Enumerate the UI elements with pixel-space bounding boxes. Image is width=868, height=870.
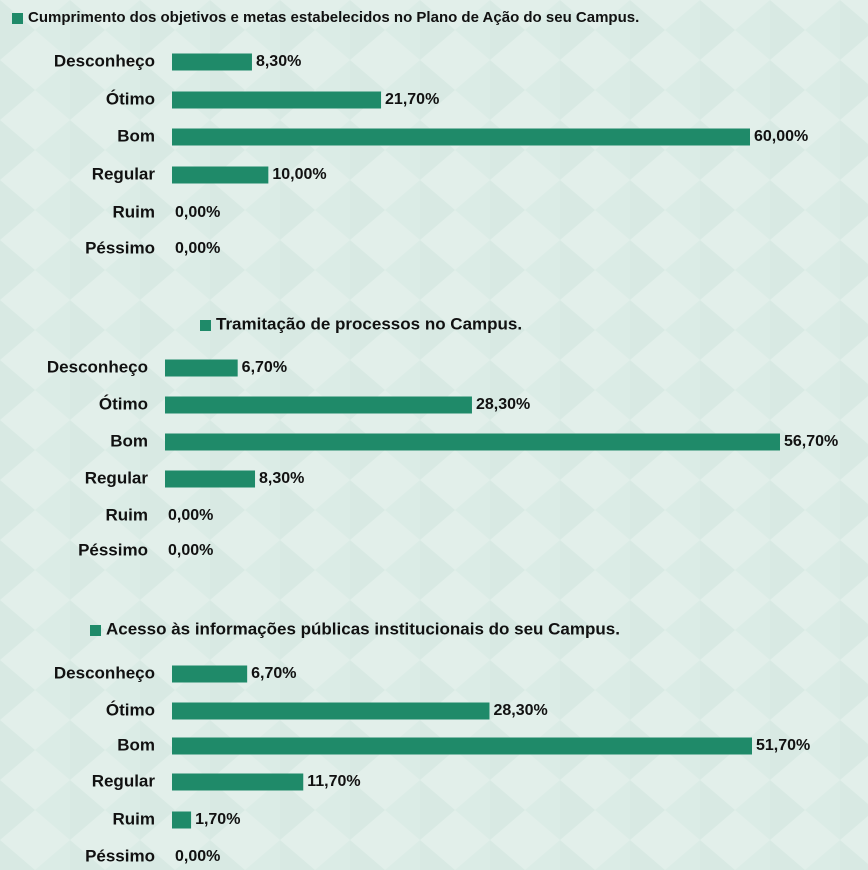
bar [172, 811, 192, 829]
value-label: 0,00% [175, 240, 220, 257]
category-label: Bom [117, 126, 155, 145]
bar [172, 53, 252, 71]
bar [172, 128, 750, 146]
legend-swatch [200, 320, 211, 331]
bar [172, 702, 490, 720]
category-label: Regular [92, 164, 156, 183]
category-label: Ótimo [106, 89, 155, 108]
bar [172, 737, 752, 755]
bar [165, 433, 780, 451]
category-label: Desconheço [54, 51, 155, 70]
category-label: Ótimo [99, 394, 148, 413]
value-label: 0,00% [175, 848, 220, 865]
category-label: Desconheço [54, 663, 155, 682]
value-label: 11,70% [307, 773, 360, 790]
value-label: 28,30% [476, 396, 530, 413]
value-label: 0,00% [175, 204, 220, 221]
bar [172, 91, 382, 109]
value-label: 8,30% [256, 53, 301, 70]
category-label: Ótimo [106, 700, 155, 719]
bar [165, 470, 256, 488]
value-label: 28,30% [493, 702, 547, 719]
chart-title: Cumprimento dos objetivos e metas estabe… [28, 9, 639, 26]
bar [165, 396, 472, 414]
bar [172, 773, 304, 791]
category-label: Ruim [113, 202, 156, 221]
chart-title: Acesso às informações públicas instituci… [106, 619, 620, 638]
legend-swatch [12, 13, 23, 24]
chart-title: Tramitação de processos no Campus. [216, 314, 522, 333]
value-label: 6,70% [242, 359, 287, 376]
bar [172, 665, 248, 683]
value-label: 21,70% [385, 91, 439, 108]
legend-swatch [90, 625, 101, 636]
category-label: Desconheço [47, 357, 148, 376]
value-label: 1,70% [195, 811, 240, 828]
category-label: Regular [92, 771, 156, 790]
category-label: Ruim [113, 809, 156, 828]
bar [172, 166, 269, 184]
value-label: 10,00% [272, 166, 326, 183]
value-label: 8,30% [259, 470, 304, 487]
value-label: 51,70% [756, 737, 810, 754]
value-label: 6,70% [251, 665, 296, 682]
category-label: Péssimo [78, 540, 148, 559]
value-label: 60,00% [754, 128, 808, 145]
category-label: Ruim [106, 505, 149, 524]
category-label: Bom [110, 431, 148, 450]
value-label: 56,70% [784, 433, 838, 450]
category-label: Péssimo [85, 846, 155, 865]
value-label: 0,00% [168, 542, 213, 559]
value-label: 0,00% [168, 507, 213, 524]
category-label: Regular [85, 468, 149, 487]
category-label: Péssimo [85, 238, 155, 257]
category-label: Bom [117, 735, 155, 754]
bar [165, 359, 238, 377]
